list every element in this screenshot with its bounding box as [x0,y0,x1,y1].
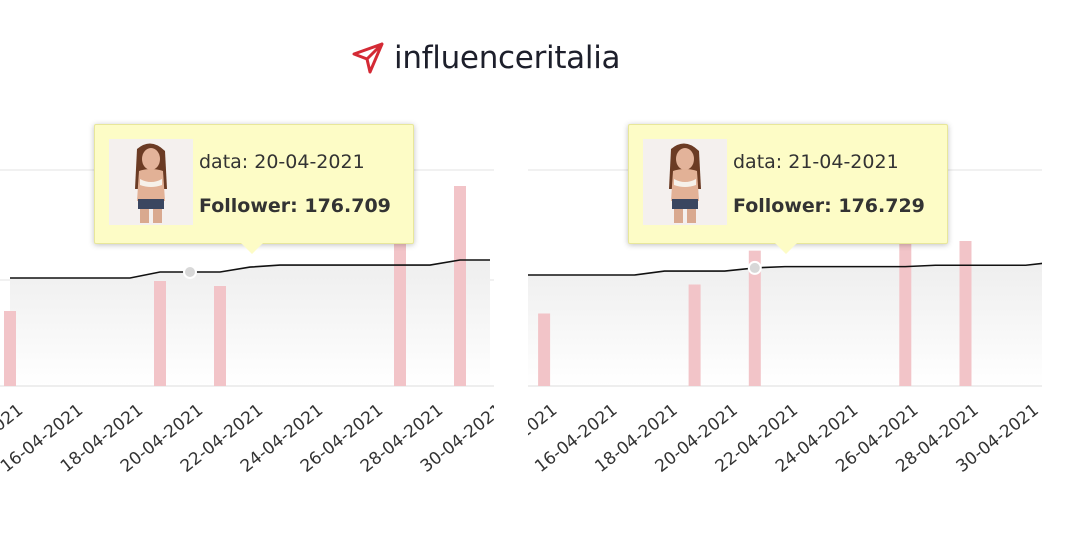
brand-name: influenceritalia [394,40,621,76]
profile-thumbnail [109,139,193,225]
follower-gain-bar [688,284,701,386]
tooltip-follower: Follower: 176.729 [733,195,925,217]
highlighted-point[interactable] [183,265,197,279]
follower-gain-bar [748,250,761,386]
follower-line [10,259,490,279]
follower-line [528,262,1042,276]
paper-plane-icon [352,42,384,74]
follower-gain-bar [214,286,226,386]
follower-gain-bar [959,241,972,386]
brand-logo: influenceritalia [350,36,621,80]
tooltip-date: data: 20-04-2021 [199,151,365,173]
follower-gain-bar [899,241,912,386]
tooltip-left: data: 20-04-2021 Follower: 176.709 [94,124,414,254]
profile-thumbnail [643,139,727,225]
tooltip-right: data: 21-04-2021 Follower: 176.729 [628,124,948,254]
follower-gain-bar [454,186,466,386]
highlighted-point[interactable] [747,260,762,275]
chart-plot-right: 14-04-202116-04-202118-04-202120-04-2021… [528,169,1042,477]
follower-gain-bar [4,311,16,386]
follower-chart-left: 14-04-2021 16-04-2021 18-04-2021 20-04-2021… [0,110,494,557]
tooltip-date: data: 21-04-2021 [733,151,899,173]
tooltip-follower: Follower: 176.709 [199,195,391,217]
follower-gain-bar [154,281,166,386]
follower-chart-right: 14-04-2021 16-04-2021 18-04-2021 20-04-2021… [528,110,1042,557]
follower-gain-bar [538,313,551,386]
follower-gain-bar [394,216,406,386]
chart-plot-left: 14-04-202116-04-202118-04-202120-04-2021… [0,169,494,477]
